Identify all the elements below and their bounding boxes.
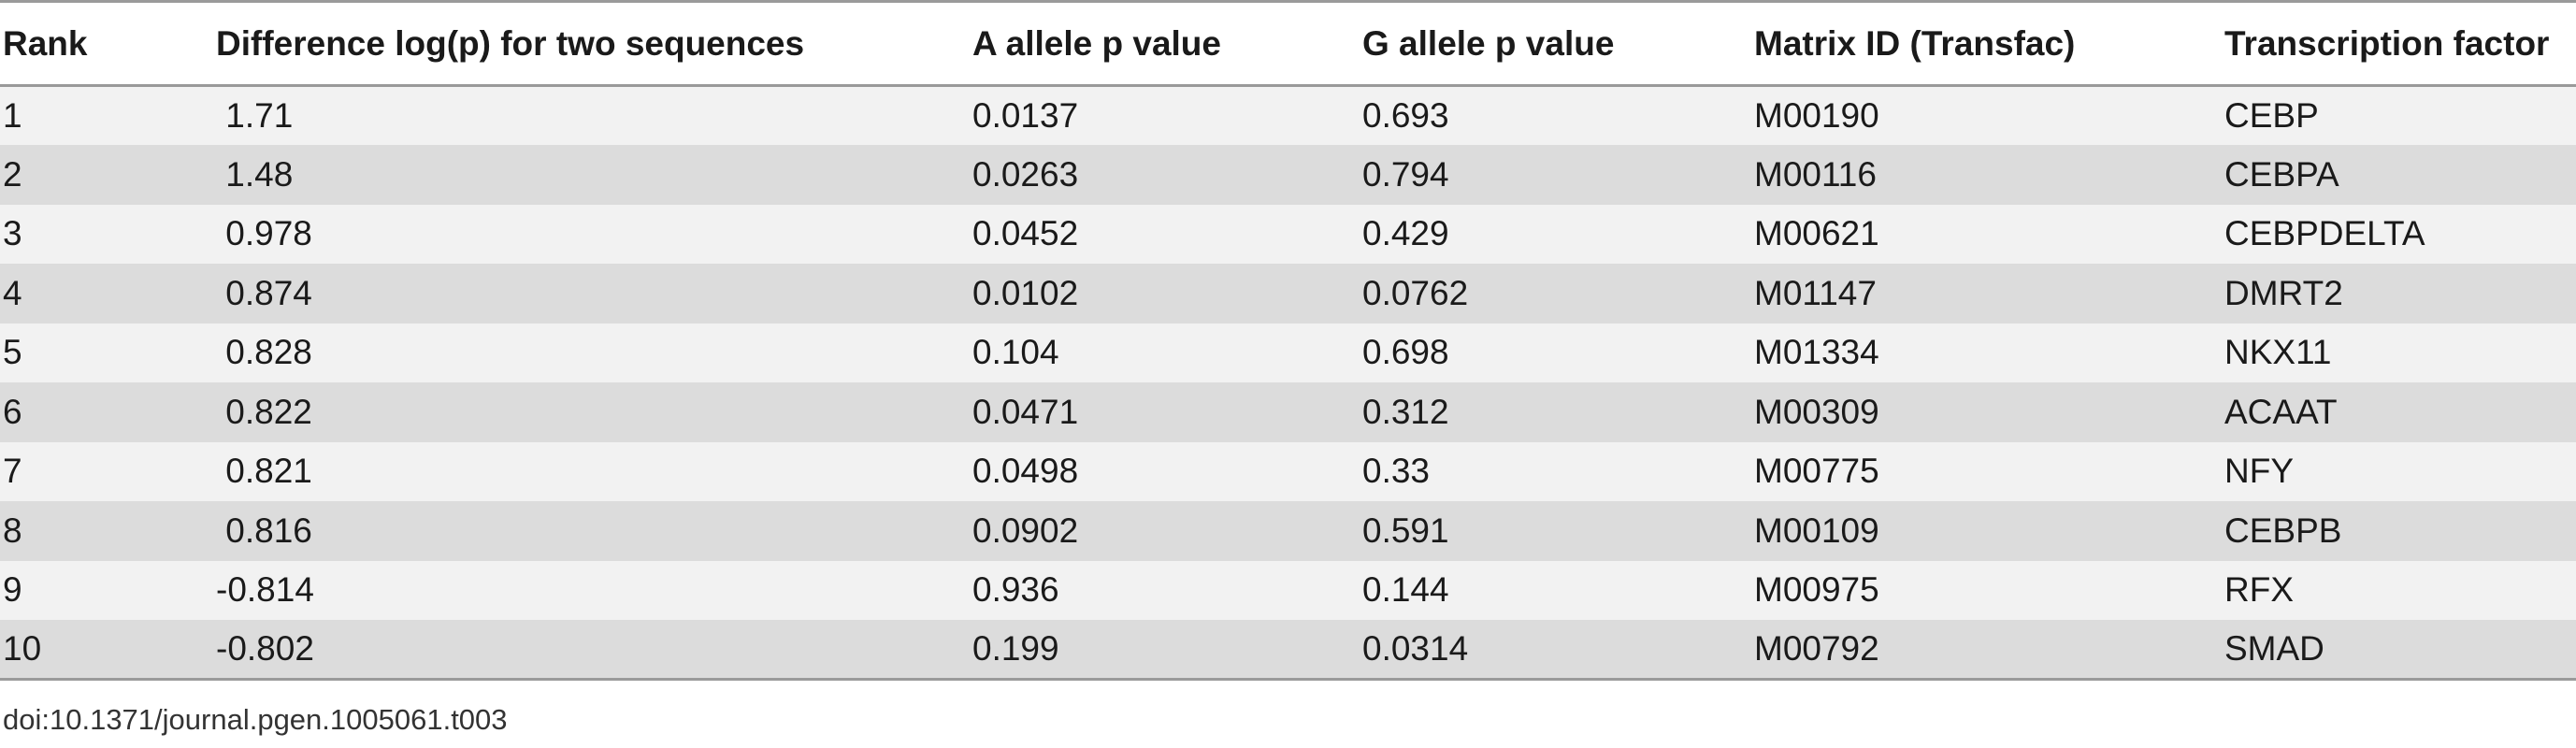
cell-factor: SMAD xyxy=(2224,629,2324,668)
table-row: 9 -0.814 0.936 0.144 M00975 RFX xyxy=(0,560,2576,620)
header-g-allele-p: G allele p value xyxy=(1362,23,1615,63)
header-matrix-id: Matrix ID (Transfac) xyxy=(1754,23,2076,63)
cell-a-allele: 0.0471 xyxy=(972,392,1079,431)
cell-g-allele: 0.429 xyxy=(1362,214,1449,253)
cell-matrix-id: M01147 xyxy=(1754,273,1877,312)
cell-a-allele: 0.0498 xyxy=(972,452,1079,491)
cell-factor: CEBP xyxy=(2224,96,2319,135)
cell-matrix-id: M00792 xyxy=(1754,629,1879,668)
cell-a-allele: 0.0902 xyxy=(972,511,1079,550)
cell-a-allele: 0.0452 xyxy=(972,214,1079,253)
cell-difference: 1.48 xyxy=(216,154,294,194)
cell-factor: CEBPB xyxy=(2224,511,2342,550)
cell-rank: 4 xyxy=(3,273,22,312)
table-row: 3 0.978 0.0452 0.429 M00621 CEBPDELTA xyxy=(0,204,2576,264)
cell-a-allele: 0.0263 xyxy=(972,154,1079,194)
cell-difference: 0.828 xyxy=(216,333,312,372)
cell-matrix-id: M00309 xyxy=(1754,392,1879,431)
cell-matrix-id: M00621 xyxy=(1754,214,1879,253)
table-row: 2 1.48 0.0263 0.794 M00116 CEBPA xyxy=(0,145,2576,205)
cell-matrix-id: M00109 xyxy=(1754,511,1879,550)
cell-rank: 6 xyxy=(3,392,22,431)
cell-g-allele: 0.33 xyxy=(1362,452,1431,491)
cell-factor: RFX xyxy=(2224,570,2294,610)
cell-g-allele: 0.794 xyxy=(1362,154,1449,194)
cell-difference: 0.874 xyxy=(216,273,312,312)
cell-a-allele: 0.104 xyxy=(972,333,1059,372)
cell-g-allele: 0.312 xyxy=(1362,392,1449,431)
cell-g-allele: 0.0314 xyxy=(1362,629,1469,668)
cell-factor: NFY xyxy=(2224,452,2294,491)
cell-difference: 0.978 xyxy=(216,214,312,253)
cell-g-allele: 0.144 xyxy=(1362,570,1449,610)
table-row: 5 0.828 0.104 0.698 M01334 NKX11 xyxy=(0,323,2576,382)
table-header-row: Rank Difference log(p) for two sequences… xyxy=(0,1,2576,86)
cell-a-allele: 0.936 xyxy=(972,570,1059,610)
cell-difference: 0.822 xyxy=(216,392,312,431)
cell-factor: CEBPA xyxy=(2224,154,2339,194)
table-row: 4 0.874 0.0102 0.0762 M01147 DMRT2 xyxy=(0,264,2576,324)
cell-g-allele: 0.0762 xyxy=(1362,273,1469,312)
table-row: 6 0.822 0.0471 0.312 M00309 ACAAT xyxy=(0,382,2576,442)
cell-matrix-id: M00116 xyxy=(1754,154,1877,194)
cell-rank: 7 xyxy=(3,452,22,491)
cell-g-allele: 0.698 xyxy=(1362,333,1449,372)
transcription-factor-table: Rank Difference log(p) for two sequences… xyxy=(0,1,2576,680)
cell-difference: 1.71 xyxy=(216,96,294,135)
cell-difference: 0.816 xyxy=(216,511,312,550)
table-row: 8 0.816 0.0902 0.591 M00109 CEBPB xyxy=(0,501,2576,561)
cell-matrix-id: M00775 xyxy=(1754,452,1879,491)
cell-a-allele: 0.0102 xyxy=(972,273,1079,312)
cell-rank: 9 xyxy=(3,570,22,610)
cell-factor: ACAAT xyxy=(2224,392,2338,431)
cell-difference: -0.802 xyxy=(216,629,314,668)
cell-factor: NKX11 xyxy=(2224,333,2332,372)
cell-rank: 8 xyxy=(3,511,22,550)
cell-a-allele: 0.0137 xyxy=(972,96,1079,135)
cell-matrix-id: M01334 xyxy=(1754,333,1879,372)
cell-rank: 1 xyxy=(3,96,22,135)
cell-g-allele: 0.693 xyxy=(1362,96,1449,135)
header-difference-logp: Difference log(p) for two sequences xyxy=(216,23,805,63)
cell-a-allele: 0.199 xyxy=(972,629,1059,668)
header-rank: Rank xyxy=(3,23,88,63)
cell-rank: 3 xyxy=(3,214,22,253)
cell-difference: 0.821 xyxy=(216,452,312,491)
cell-factor: CEBPDELTA xyxy=(2224,214,2425,253)
cell-factor: DMRT2 xyxy=(2224,273,2343,312)
cell-g-allele: 0.591 xyxy=(1362,511,1449,550)
cell-matrix-id: M00975 xyxy=(1754,570,1879,610)
table-row: 1 1.71 0.0137 0.693 M00190 CEBP xyxy=(0,85,2576,145)
cell-rank: 10 xyxy=(3,629,42,668)
cell-matrix-id: M00190 xyxy=(1754,96,1879,135)
cell-rank: 2 xyxy=(3,154,22,194)
doi-caption: doi:10.1371/journal.pgen.1005061.t003 xyxy=(3,703,508,736)
table-row: 10 -0.802 0.199 0.0314 M00792 SMAD xyxy=(0,620,2576,680)
header-a-allele-p: A allele p value xyxy=(972,23,1221,63)
cell-rank: 5 xyxy=(3,333,22,372)
header-transcription-factor: Transcription factor xyxy=(2224,23,2550,63)
results-table-container: Rank Difference log(p) for two sequences… xyxy=(0,1,2576,680)
table-row: 7 0.821 0.0498 0.33 M00775 NFY xyxy=(0,441,2576,501)
cell-difference: -0.814 xyxy=(216,570,314,610)
